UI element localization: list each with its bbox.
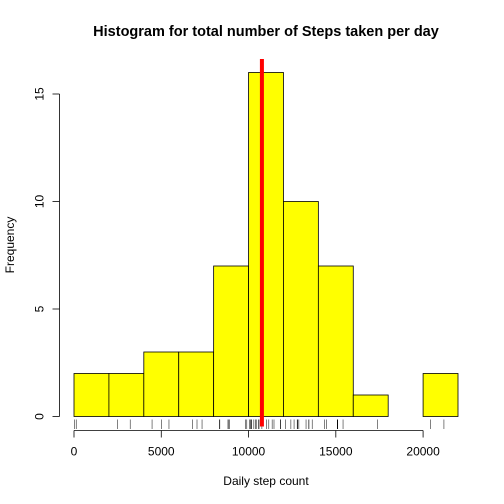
y-axis: 0 5 10 15 xyxy=(33,87,60,420)
x-axis: 0 5000 10000 15000 20000 xyxy=(71,430,440,459)
y-tick-label-3: 15 xyxy=(33,87,47,101)
histogram-bar-8 xyxy=(352,394,389,417)
histogram-bar-7 xyxy=(317,265,354,417)
chart-title: Histogram for total number of Steps take… xyxy=(93,24,439,40)
histogram-bar-6 xyxy=(283,201,319,417)
histogram-bar-0 xyxy=(73,373,110,417)
histogram-bar-1 xyxy=(108,373,145,417)
y-axis-label: Frequency xyxy=(3,217,17,274)
rug-group xyxy=(74,419,445,429)
x-tick-label-3: 15000 xyxy=(319,445,353,459)
histogram-bar-4 xyxy=(213,265,249,417)
x-tick-label-1: 5000 xyxy=(148,445,175,459)
histogram-bar-3 xyxy=(178,351,215,417)
bars-group xyxy=(73,72,459,417)
x-tick-label-4: 20000 xyxy=(406,445,440,459)
x-tick-label-0: 0 xyxy=(71,445,78,459)
histogram-bar-5 xyxy=(248,72,284,417)
y-tick-label-0: 0 xyxy=(33,413,47,420)
y-tick-label-2: 10 xyxy=(33,195,47,209)
y-tick-label-1: 5 xyxy=(33,305,47,312)
histogram-bar-2 xyxy=(143,351,180,417)
histogram-bar-10 xyxy=(422,373,459,417)
x-tick-label-2: 10000 xyxy=(232,445,266,459)
x-axis-label: Daily step count xyxy=(223,474,309,488)
